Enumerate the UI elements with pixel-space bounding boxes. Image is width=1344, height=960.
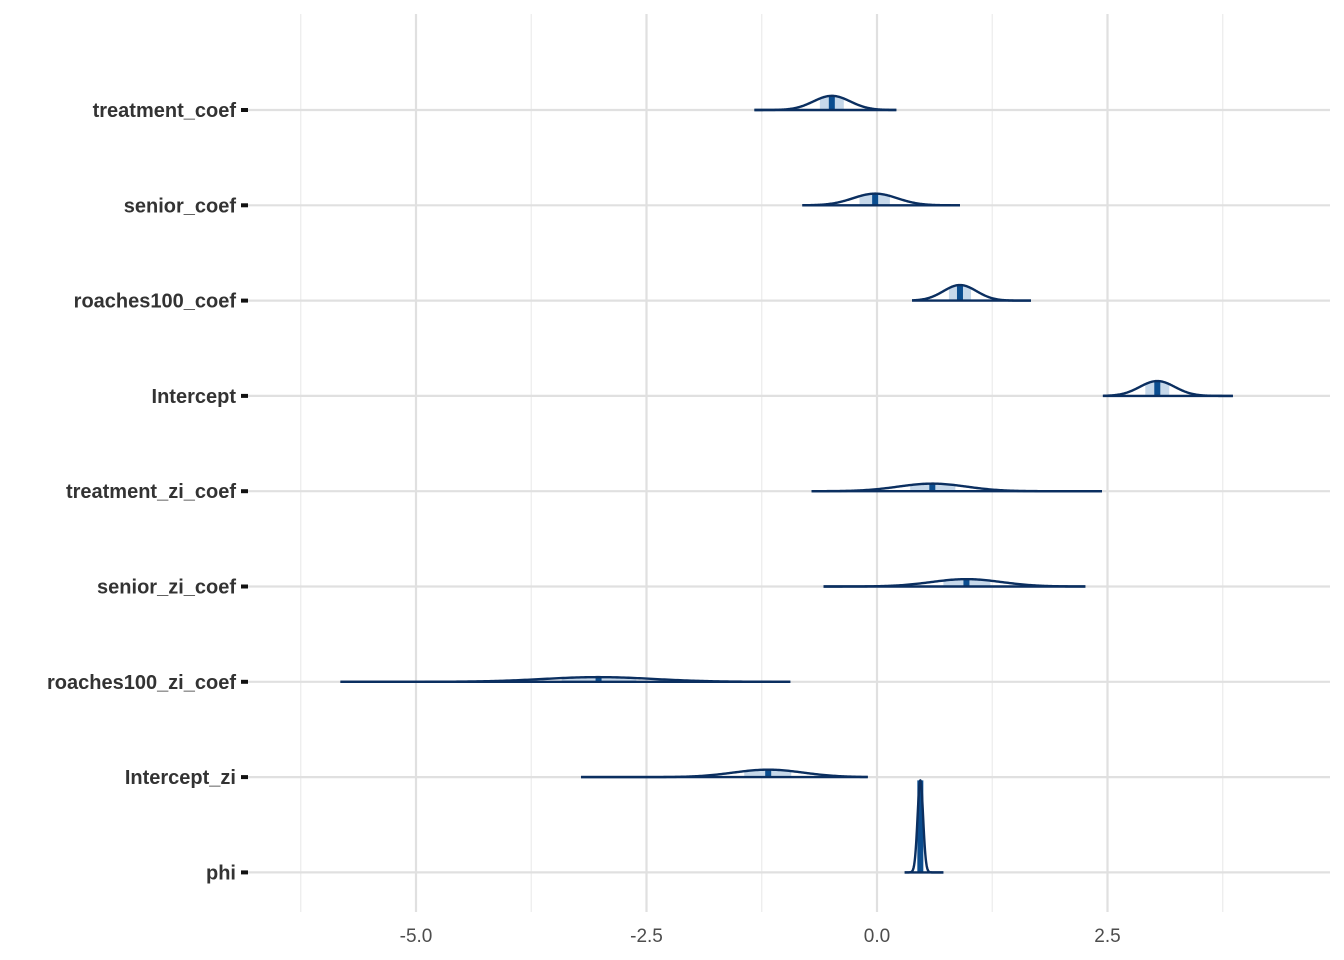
x-tick-label: -2.5 bbox=[630, 926, 663, 947]
y-tick-label: Intercept_zi bbox=[125, 767, 236, 789]
density-curve-roaches100_coef bbox=[911, 283, 1032, 302]
density-roaches100_zi_coef bbox=[340, 675, 791, 683]
x-axis: -5.0 -2.5 0.0 2.5 bbox=[400, 926, 1121, 947]
y-tick-label: roaches100_coef bbox=[74, 291, 237, 313]
x-tick-label: -5.0 bbox=[400, 926, 433, 947]
density-treatment_coef bbox=[753, 94, 897, 112]
density-layer bbox=[340, 94, 1234, 874]
y-tick-label: treatment_zi_coef bbox=[66, 481, 236, 503]
y-tick-label: senior_coef bbox=[124, 195, 237, 217]
density-phi bbox=[903, 779, 945, 874]
density-curve-phi bbox=[903, 779, 945, 874]
x-tick-label: 0.0 bbox=[864, 926, 890, 947]
density-treatment_zi_coef bbox=[811, 482, 1102, 493]
y-tick-label: senior_zi_coef bbox=[97, 577, 236, 599]
y-tick-label: treatment_coef bbox=[93, 100, 237, 122]
y-tick-label: Intercept bbox=[152, 386, 237, 408]
y-tick-label: roaches100_zi_coef bbox=[47, 672, 236, 694]
density-Intercept_zi bbox=[581, 768, 868, 779]
x-tick-label: 2.5 bbox=[1094, 926, 1120, 947]
y-tick-label: phi bbox=[206, 862, 236, 884]
density-senior_zi_coef bbox=[823, 577, 1086, 588]
y-axis: treatment_coef senior_coef roaches100_coef… bbox=[47, 100, 248, 884]
density-Intercept bbox=[1102, 379, 1234, 398]
density-senior_coef bbox=[801, 192, 961, 207]
density-roaches100_coef bbox=[911, 283, 1032, 302]
